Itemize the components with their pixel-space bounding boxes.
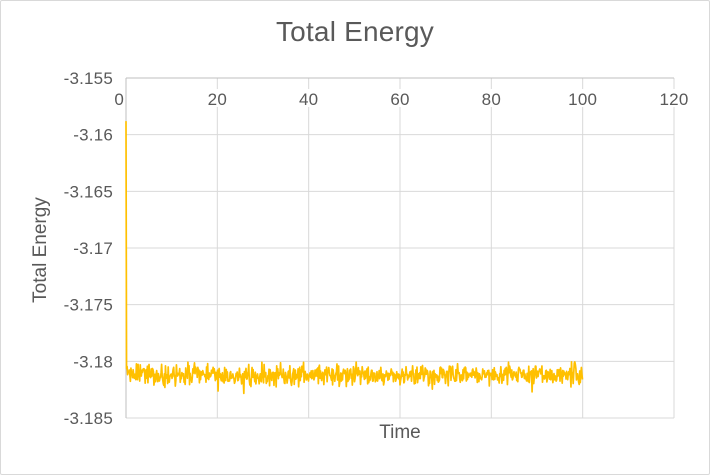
x-tick-label-background <box>565 89 600 107</box>
y-tick-label: -3.16 <box>73 126 113 145</box>
x-tick-label: 40 <box>299 90 318 109</box>
x-tick-label-background <box>205 89 230 107</box>
x-tick-label-background <box>387 89 413 107</box>
chart-title: Total Energy <box>275 16 435 47</box>
x-tick-label: 120 <box>660 90 689 109</box>
y-tick-label: -3.17 <box>73 239 113 258</box>
y-axis-title: Total Energy <box>30 197 51 303</box>
y-tick-label: -3.165 <box>64 182 113 201</box>
x-tick-label-background <box>296 89 321 107</box>
x-tick-label-background <box>657 89 691 107</box>
x-tick-label: 20 <box>208 90 227 109</box>
x-tick-label-background <box>479 89 504 107</box>
energy-series-line <box>125 121 584 395</box>
y-tick-label: -3.155 <box>64 69 113 88</box>
x-tick-label: 60 <box>390 90 409 109</box>
x-tick-label-background <box>109 89 124 107</box>
y-tick-label: -3.185 <box>64 409 113 428</box>
x-axis-title: Time <box>379 422 421 443</box>
y-tick-label: -3.175 <box>64 296 113 315</box>
y-tick-label: -3.18 <box>73 352 113 371</box>
x-tick-label: 0 <box>114 90 124 109</box>
x-tick-label: 80 <box>482 90 501 109</box>
x-tick-label: 100 <box>568 90 597 109</box>
